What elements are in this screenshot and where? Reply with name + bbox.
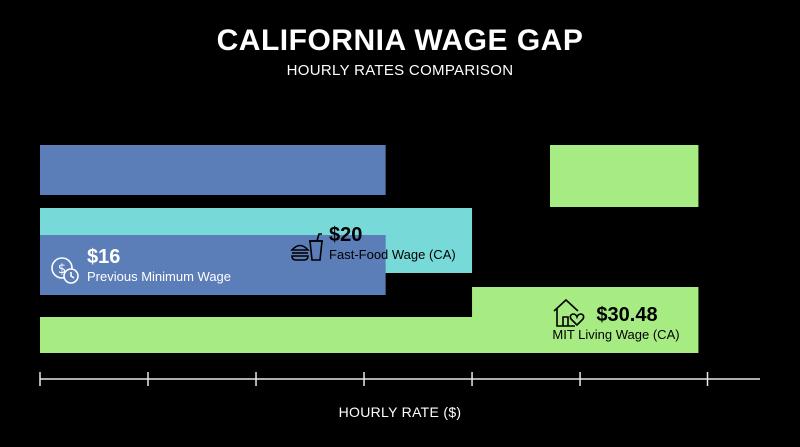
fast-food-icon: [290, 232, 324, 269]
bar-label: $16 Previous Minimum Wage: [87, 246, 231, 285]
bar-previous-minimum-wage: [40, 235, 386, 295]
data-label-value: $20: [329, 224, 363, 246]
bar-mit-living-wage-top: [550, 145, 699, 207]
chart-title: CALIFORNIA WAGE GAP: [216, 24, 584, 57]
category-label: MIT Living Wage (CA): [552, 327, 680, 342]
bar-previous-minimum-wage-top: [40, 145, 386, 195]
chart-subtitle: HOURLY RATES COMPARISON: [286, 62, 514, 79]
bar-mit-living-wage: [40, 287, 699, 353]
x-axis-label: HOURLY RATE ($): [338, 404, 462, 420]
category-label: Previous Minimum Wage: [87, 269, 232, 284]
svg-text:$: $: [58, 262, 66, 277]
clock-dollar-icon: $: [50, 255, 82, 292]
bar-label: $30.48 MIT Living Wage (CA): [552, 304, 679, 343]
data-label-value: $30.48: [596, 304, 658, 326]
house-heart-icon: [551, 296, 587, 335]
bar-label: $20 Fast-Food Wage (CA): [329, 224, 456, 263]
data-label-value: $16: [87, 246, 121, 268]
category-label: Fast-Food Wage (CA): [329, 247, 456, 262]
